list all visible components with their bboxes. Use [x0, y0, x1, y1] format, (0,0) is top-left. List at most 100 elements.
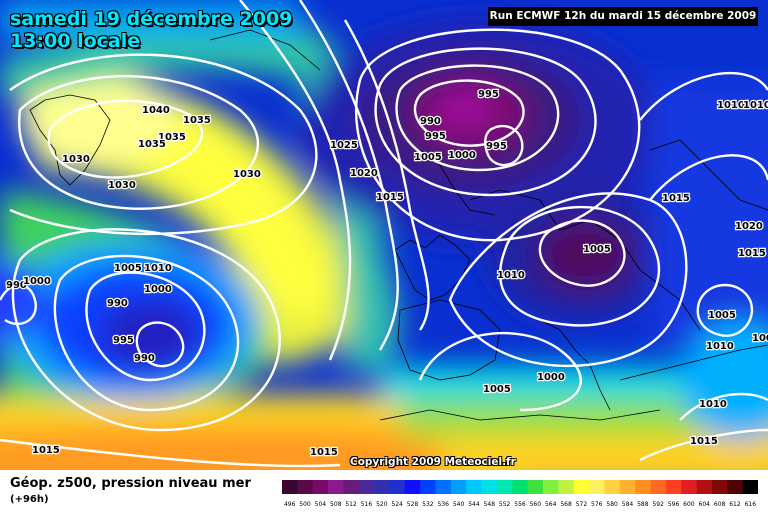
pressure-label: 1000: [144, 284, 172, 295]
pressure-label: 1030: [108, 180, 136, 191]
scale-swatch: [343, 480, 360, 494]
color-scale: 496 500 504 508 512 516 520 524 528 532 536 540 544 5…: [282, 480, 758, 508]
pressure-label: 1015: [662, 193, 690, 204]
scale-tick-label: 608: [714, 501, 726, 508]
pressure-label: 1030: [62, 154, 90, 165]
pressure-label: 995: [113, 335, 134, 346]
legend-title: Géop. z500, pression niveau mer: [10, 476, 251, 491]
scale-tick-label: 508: [330, 501, 342, 508]
scale-swatch: [312, 480, 329, 494]
scale-swatch: [727, 480, 743, 494]
scale-tick-label: 576: [591, 501, 603, 508]
pressure-label: 1015: [376, 192, 404, 203]
forecast-time-title: 13:00 locale: [10, 30, 141, 52]
pressure-label: 1005: [114, 263, 142, 274]
scale-swatch: [573, 480, 590, 494]
geopotential-field: [0, 0, 768, 470]
scale-swatch: [297, 480, 313, 494]
scale-tick-label: 512: [345, 501, 357, 508]
scale-swatch: [527, 480, 544, 494]
scale-swatch: [543, 480, 559, 494]
pressure-label: 1000: [448, 150, 476, 161]
scale-tick-label: 584: [622, 501, 634, 508]
scale-tick-label: 524: [391, 501, 403, 508]
scale-tick-label: 572: [576, 501, 588, 508]
scale-swatch: [435, 480, 452, 494]
scale-tick-label: 580: [606, 501, 618, 508]
scale-swatch: [358, 480, 375, 494]
pressure-label: 1005: [583, 244, 611, 255]
scale-tick-label: 520: [376, 501, 388, 508]
scale-swatch: [604, 480, 621, 494]
scale-swatch: [665, 480, 682, 494]
pressure-label: 1010: [743, 100, 768, 111]
scale-tick-label: 600: [683, 501, 695, 508]
pressure-label: 1005: [708, 310, 736, 321]
scale-swatch: [496, 480, 513, 494]
scale-swatch: [466, 480, 482, 494]
pressure-label: 1000: [23, 276, 51, 287]
scale-swatch: [374, 480, 390, 494]
pressure-label: 1010: [717, 100, 745, 111]
pressure-label: 1010: [144, 263, 172, 274]
pressure-label: 1035: [158, 132, 186, 143]
pressure-label: 1010: [706, 341, 734, 352]
scale-tick-label: 496: [284, 501, 296, 508]
scale-tick-label: 552: [499, 501, 511, 508]
scale-tick-label: 568: [560, 501, 572, 508]
pressure-label: 1020: [350, 168, 378, 179]
scale-tick-label: 500: [299, 501, 311, 508]
scale-tick-label: 536: [438, 501, 450, 508]
scale-tick-label: 560: [530, 501, 542, 508]
pressure-label: 1040: [142, 105, 170, 116]
scale-tick-label: 532: [422, 501, 434, 508]
pressure-label: 1030: [233, 169, 261, 180]
scale-swatch: [558, 480, 575, 494]
scale-tick-label: 592: [652, 501, 664, 508]
scale-swatch: [711, 480, 728, 494]
scale-swatch: [282, 480, 298, 494]
pressure-label: 1020: [735, 221, 763, 232]
scale-tick-label: 544: [468, 501, 480, 508]
pressure-label: 1025: [330, 140, 358, 151]
scale-swatch: [481, 480, 498, 494]
scale-swatch: [635, 480, 651, 494]
forecast-date-title: samedi 19 décembre 2009: [10, 8, 293, 30]
scale-swatch: [328, 480, 344, 494]
pressure-label: 995: [486, 141, 507, 152]
pressure-label: 1035: [183, 115, 211, 126]
pressure-label: 990: [134, 353, 155, 364]
model-run-info: Run ECMWF 12h du mardi 15 décembre 2009: [488, 7, 758, 26]
pressure-label: 1005: [483, 384, 511, 395]
title-block: samedi 19 décembre 2009 13:00 locale: [10, 8, 292, 52]
pressure-label: 1005: [752, 333, 768, 344]
scale-swatch: [589, 480, 605, 494]
pressure-label: 1035: [138, 139, 166, 150]
scale-swatch: [420, 480, 436, 494]
scale-tick-label: 616: [745, 501, 757, 508]
isobar-labels: 1040 1035 1035 1035 1030 1030 1030 1025 …: [5, 88, 768, 460]
pressure-label: 990: [6, 280, 27, 291]
pressure-label: 1010: [699, 399, 727, 410]
scale-tick-label: 516: [361, 501, 373, 508]
scale-swatch: [404, 480, 421, 494]
scale-tick-label: 596: [668, 501, 680, 508]
pressure-label: 1010: [497, 270, 525, 281]
scale-swatch: [619, 480, 636, 494]
scale-swatch: [650, 480, 667, 494]
scale-tick-label: 588: [637, 501, 649, 508]
scale-tick-label: 564: [545, 501, 557, 508]
pressure-label: 1015: [310, 447, 338, 458]
pressure-label: 990: [420, 116, 441, 127]
scale-tick-label: 528: [407, 501, 419, 508]
scale-tick-label: 612: [729, 501, 741, 508]
pressure-label: 1015: [690, 436, 718, 447]
scale-swatch: [512, 480, 528, 494]
pressure-label: 1000: [537, 372, 565, 383]
scale-swatch: [696, 480, 713, 494]
scale-tick-label: 548: [484, 501, 496, 508]
scale-swatch: [450, 480, 467, 494]
scale-tick-label: 604: [699, 501, 711, 508]
scale-tick-label: 504: [315, 501, 327, 508]
